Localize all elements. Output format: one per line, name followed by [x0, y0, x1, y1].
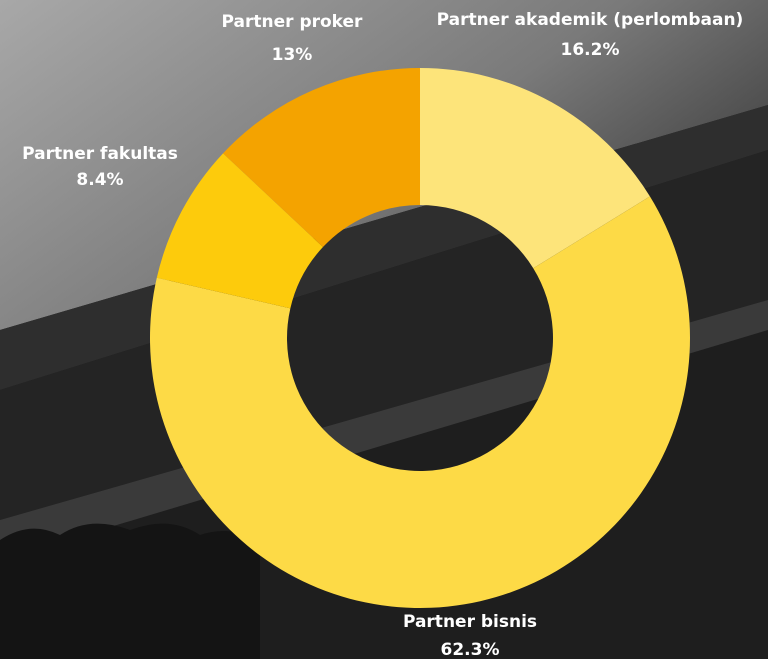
slice-value: 8.4% [76, 170, 123, 190]
slice-value: 16.2% [561, 40, 620, 60]
donut-slice [223, 67, 420, 248]
slice-label: Partner proker [222, 12, 364, 32]
slice-label: Partner bisnis [403, 612, 537, 632]
slice-label: Partner fakultas [22, 144, 178, 164]
donut-slice [156, 153, 323, 309]
donut-slice [420, 68, 650, 269]
slice-label: Partner akademik (perlombaan) [437, 10, 744, 30]
donut-slice [149, 196, 690, 609]
slice-value: 13% [272, 45, 313, 65]
slice-value: 62.3% [441, 640, 500, 659]
